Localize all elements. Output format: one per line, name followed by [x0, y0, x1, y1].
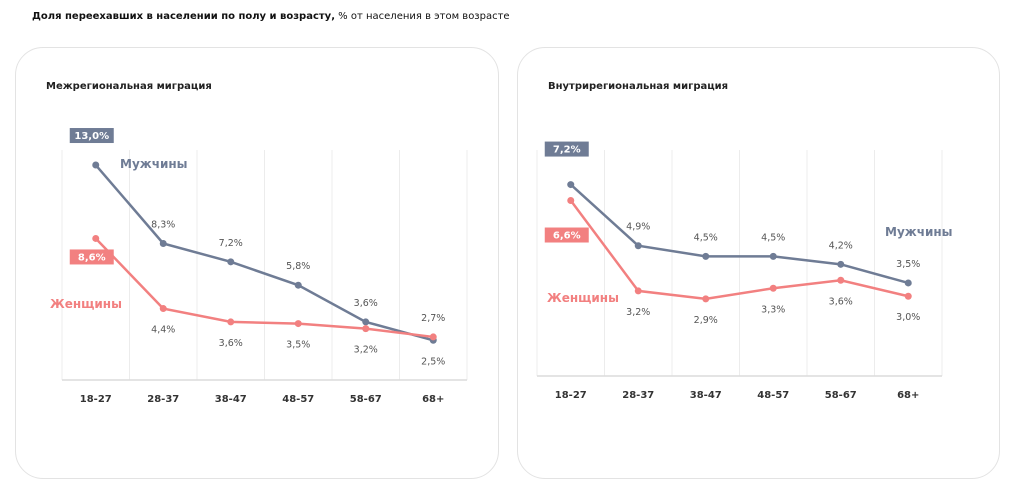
x-tick-label: 58-67 — [825, 390, 857, 401]
legend-male: Мужчины — [120, 157, 188, 171]
legend-male: Мужчины — [885, 225, 953, 239]
data-point — [362, 325, 370, 333]
value-label: 5,8% — [286, 261, 310, 272]
data-point — [634, 242, 642, 250]
data-point — [904, 292, 912, 300]
data-point — [702, 295, 710, 303]
value-label: 7,2% — [553, 145, 581, 156]
data-point — [92, 161, 100, 169]
page-title: Доля переехавших в населении по полу и в… — [32, 11, 510, 22]
value-label: 3,6% — [829, 296, 853, 307]
value-label: 3,5% — [896, 259, 920, 270]
value-label: 7,2% — [219, 238, 243, 249]
value-label-box — [69, 249, 114, 265]
x-tick-label: 38-47 — [690, 390, 722, 401]
data-point — [702, 252, 710, 260]
data-point — [227, 258, 235, 266]
series-line-male — [94, 164, 434, 342]
data-point — [904, 279, 912, 287]
data-point — [159, 239, 167, 247]
chart-title: Межрегиональная миграция — [46, 81, 212, 92]
x-tick-label: 18-27 — [555, 390, 587, 401]
value-label: 8,3% — [151, 219, 175, 230]
value-label: 6,6% — [553, 231, 581, 242]
x-tick-label: 28-37 — [622, 390, 654, 401]
data-point — [837, 260, 845, 268]
value-label: 13,0% — [74, 131, 109, 142]
x-tick-label: 48-57 — [282, 394, 314, 405]
legend-female: Женщины — [50, 297, 122, 311]
x-tick-label: 68+ — [422, 394, 444, 405]
value-label: 2,5% — [421, 356, 445, 367]
x-tick-label: 38-47 — [215, 394, 247, 405]
x-tick-label: 28-37 — [147, 394, 179, 405]
data-point — [567, 181, 575, 189]
data-point — [769, 252, 777, 260]
value-label: 3,2% — [626, 307, 650, 318]
series-line-female — [569, 199, 909, 301]
chart-title: Внутрирегиональная миграция — [548, 81, 729, 92]
value-label: 4,2% — [829, 240, 853, 251]
value-label: 4,5% — [761, 232, 785, 243]
data-point — [92, 234, 100, 242]
value-label: 3,0% — [896, 312, 920, 323]
charts-svg: 18-27 28-37 38-47 48-57 58-67 68+ 13,0% 8,3% 7,2… — [50, 128, 953, 405]
x-tick-label: 18-27 — [80, 394, 112, 405]
data-point — [294, 281, 302, 289]
value-label: 2,9% — [694, 315, 718, 326]
data-point — [159, 305, 167, 313]
legend-female: Женщины — [547, 291, 619, 305]
data-point — [294, 320, 302, 328]
data-point — [634, 287, 642, 295]
data-point — [429, 333, 437, 341]
value-label: 3,2% — [354, 345, 378, 356]
series-line-female — [94, 237, 434, 339]
data-point — [362, 318, 370, 326]
data-point — [567, 197, 575, 205]
value-label: 3,6% — [354, 298, 378, 309]
chart-card-intraregional: Внутрирегиональная миграция — [517, 47, 1000, 479]
value-label: 8,6% — [78, 252, 106, 263]
data-point — [227, 318, 235, 326]
value-label: 2,7% — [421, 313, 445, 324]
x-tick-label: 58-67 — [350, 394, 382, 405]
data-point — [769, 284, 777, 292]
x-tick-label: 68+ — [897, 390, 919, 401]
x-tick-label: 48-57 — [757, 390, 789, 401]
value-label: 3,6% — [219, 338, 243, 349]
data-point — [837, 276, 845, 284]
value-label-box — [69, 128, 114, 144]
value-label-box — [544, 227, 589, 243]
value-label: 3,5% — [286, 340, 310, 351]
value-label: 4,5% — [694, 232, 718, 243]
value-label: 3,3% — [761, 304, 785, 315]
series-line-male — [569, 183, 909, 285]
value-label: 4,4% — [151, 325, 175, 336]
value-label: 4,9% — [626, 222, 650, 233]
value-label-box — [544, 141, 589, 157]
